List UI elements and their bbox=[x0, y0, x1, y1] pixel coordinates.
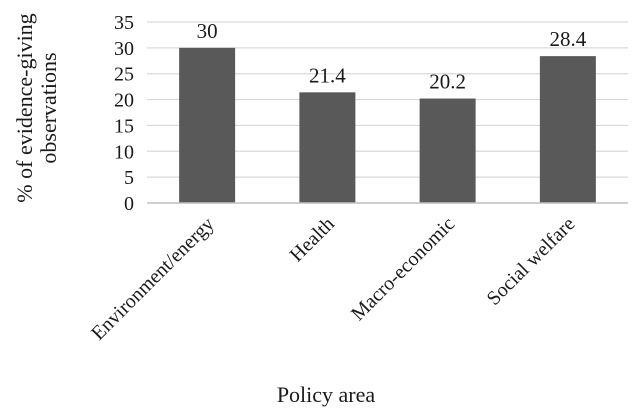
data-label: 21.4 bbox=[309, 63, 346, 87]
y-axis-title: % of evidence-giving observations bbox=[12, 13, 61, 202]
data-label: 20.2 bbox=[429, 70, 466, 94]
y-tick-label: 30 bbox=[114, 38, 134, 60]
y-tick-label: 20 bbox=[114, 90, 134, 112]
bar bbox=[539, 56, 596, 204]
x-tick-label: Social welfare bbox=[483, 213, 580, 310]
bar bbox=[299, 92, 356, 203]
y-tick-label: 0 bbox=[124, 193, 134, 215]
y-axis-title-line-1: % of evidence-giving bbox=[12, 13, 37, 202]
y-tick-labels: 0 5 10 15 20 25 30 35 bbox=[114, 12, 134, 215]
bar bbox=[419, 98, 476, 203]
bars bbox=[179, 47, 596, 204]
x-tick-labels: Environment/energy Health Macro-economic So… bbox=[87, 213, 579, 345]
y-tick-label: 35 bbox=[114, 12, 134, 34]
x-axis-title: Policy area bbox=[277, 382, 376, 407]
y-tick-label: 5 bbox=[124, 167, 134, 189]
data-label: 28.4 bbox=[550, 27, 587, 51]
data-label: 30 bbox=[197, 19, 218, 43]
data-labels: 30 21.4 20.2 28.4 bbox=[197, 19, 587, 94]
bar bbox=[179, 47, 236, 203]
x-tick-label: Environment/energy bbox=[87, 213, 219, 345]
y-tick-label: 25 bbox=[114, 64, 134, 86]
y-tick-label: 10 bbox=[114, 141, 134, 163]
x-tick-label: Health bbox=[286, 213, 339, 266]
x-tick-label: Macro-economic bbox=[347, 213, 459, 325]
y-axis-title-line-2: observations bbox=[36, 52, 61, 163]
y-tick-label: 15 bbox=[114, 115, 134, 137]
